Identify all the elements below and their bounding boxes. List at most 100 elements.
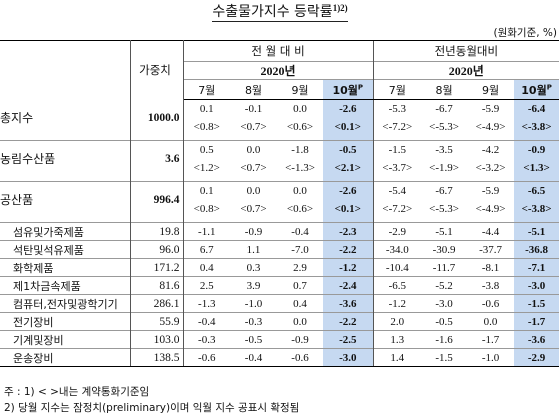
header-blank bbox=[0, 40, 131, 100]
mom-value: 2.9 bbox=[277, 258, 323, 277]
mom-value: 0.3 bbox=[230, 258, 277, 277]
mom-value: -0.3 bbox=[183, 330, 230, 349]
yoy-value: -1.5 bbox=[372, 140, 422, 160]
yoy-value: -1.0 bbox=[467, 348, 515, 367]
mom-contract-value: <2.1> bbox=[323, 159, 374, 177]
yoy-contract-value: <-4.9> bbox=[475, 121, 506, 133]
mom-value: -1.3 bbox=[183, 294, 230, 313]
yoy-value: 1.4 bbox=[372, 348, 422, 367]
mom-value: 0.1 bbox=[199, 103, 214, 116]
yoy-value: 0.0 bbox=[467, 312, 515, 331]
mom-contract-value: <0.1> bbox=[323, 200, 374, 218]
yoy-contract-value: <-4.9> bbox=[475, 203, 506, 215]
mom-value: -2.4 bbox=[323, 276, 374, 295]
yoy-value: -3.5 bbox=[421, 140, 468, 160]
spacer-cell bbox=[372, 217, 422, 223]
yoy-value: -6.7 bbox=[421, 181, 468, 201]
yoy-value: -5.9 bbox=[467, 181, 515, 201]
subrow-label: 전기장비 bbox=[0, 312, 131, 331]
spacer-cell bbox=[514, 135, 560, 141]
mom-value: -0.4 bbox=[230, 348, 277, 367]
prelim-mark: P bbox=[357, 82, 364, 91]
yoy-value: -4.2 bbox=[467, 140, 515, 160]
subrow-weight: 103.0 bbox=[130, 330, 184, 349]
mom-contract-value: <0.1> bbox=[323, 118, 374, 136]
yoy-header: 전년동월대비 bbox=[372, 40, 560, 62]
yoy-value: -3.6 bbox=[514, 330, 560, 349]
month-label: 9월 bbox=[481, 83, 500, 97]
mom-value: -0.5 bbox=[323, 140, 374, 160]
yoy-value: -5.4 bbox=[372, 181, 422, 201]
mom-value: -0.3 bbox=[230, 312, 277, 331]
mom-contract-value: <0.7> bbox=[240, 121, 267, 133]
yoy-value: -3.8 bbox=[467, 276, 515, 295]
spacer-cell bbox=[130, 135, 184, 141]
spacer-cell bbox=[372, 135, 422, 141]
spacer-cell bbox=[323, 217, 374, 223]
mom-month-header: 10월P bbox=[323, 79, 374, 100]
yoy-value: -1.6 bbox=[421, 330, 468, 349]
yoy-value: -30.9 bbox=[421, 240, 468, 259]
yoy-month-header: 7월 bbox=[372, 79, 422, 100]
mom-value: 0.1 bbox=[183, 181, 230, 201]
mom-value: 3.9 bbox=[230, 276, 277, 295]
yoy-month-header: 9월 bbox=[467, 79, 515, 100]
mom-value: 2.5 bbox=[183, 276, 230, 295]
subrow-weight: 55.9 bbox=[130, 312, 184, 331]
yoy-contract-value: <-3.7> bbox=[372, 159, 422, 177]
spacer-cell bbox=[130, 217, 184, 223]
yoy-value: -5.2 bbox=[421, 276, 468, 295]
yoy-value: -11.7 bbox=[421, 258, 468, 277]
mom-value: -0.6 bbox=[183, 348, 230, 367]
mom-contract-value: <0.7> bbox=[240, 203, 267, 215]
mom-contract-value: <0.7> bbox=[240, 162, 267, 174]
mom-value: -1.2 bbox=[323, 258, 374, 277]
yoy-value: -36.8 bbox=[514, 240, 560, 259]
row-weight: 3.6 bbox=[130, 140, 184, 177]
yoy-contract-value: <-1.9> bbox=[429, 162, 459, 174]
row-weight: 996.4 bbox=[130, 181, 184, 218]
mom-contract-value: <0.6> bbox=[286, 203, 314, 215]
spacer-cell bbox=[323, 176, 374, 182]
mom-value: 0.4 bbox=[277, 294, 323, 313]
mom-value: -0.9 bbox=[277, 330, 323, 349]
subrow-label: 운송장비 bbox=[0, 348, 131, 367]
mom-value: -2.3 bbox=[323, 222, 374, 241]
mom-month-header: 7월 bbox=[183, 79, 230, 100]
row-label: 총지수 bbox=[0, 99, 131, 136]
mom-contract-value: <0.8> bbox=[193, 203, 220, 215]
mom-value: -0.9 bbox=[230, 222, 277, 241]
yoy-contract-value: <-5.3> bbox=[429, 121, 459, 133]
yoy-value: -3.0 bbox=[514, 276, 560, 295]
yoy-value: -5.1 bbox=[421, 222, 468, 241]
yoy-value: -1.5 bbox=[421, 348, 468, 367]
subrow-weight: 19.8 bbox=[130, 222, 184, 241]
row-label: 공산품 bbox=[0, 181, 131, 218]
yoy-value: -6.7 bbox=[435, 103, 453, 116]
yoy-month-header: 10월P bbox=[514, 79, 560, 100]
weight-header: 가중치 bbox=[130, 40, 184, 100]
subrow-weight: 96.0 bbox=[130, 240, 184, 259]
yoy-contract-value: <1.3> bbox=[514, 159, 560, 177]
subrow-weight: 81.6 bbox=[130, 276, 184, 295]
yoy-contract-value: <-3.8> bbox=[514, 118, 560, 136]
export-price-index-table: 가중치 전 월 대 비 전년동월대비 2020년 2020년 7월 8월 9월 10월… bbox=[0, 40, 560, 367]
spacer-cell bbox=[0, 135, 131, 141]
yoy-value: -6.4 bbox=[514, 99, 560, 119]
row-weight: 1000.0 bbox=[130, 99, 184, 136]
subrow-weight: 286.1 bbox=[130, 294, 184, 313]
yoy-value: -7.1 bbox=[514, 258, 560, 277]
mom-value: -3.0 bbox=[323, 348, 374, 367]
mom-contract-value: <0.6> bbox=[286, 121, 314, 133]
yoy-value: -5.1 bbox=[514, 222, 560, 241]
subrow-label: 제1차금속제품 bbox=[0, 276, 131, 295]
subrow-weight: 138.5 bbox=[130, 348, 184, 367]
yoy-contract-value: <-7.2> bbox=[372, 200, 422, 218]
subrow-label: 기계및장비 bbox=[0, 330, 131, 349]
subrow-label: 석탄및석유제품 bbox=[0, 240, 131, 259]
mom-value: -0.1 bbox=[244, 103, 263, 116]
spacer-cell bbox=[0, 217, 131, 223]
spacer-cell bbox=[0, 176, 131, 182]
yoy-value: -1.7 bbox=[467, 330, 515, 349]
yoy-value: -0.5 bbox=[421, 312, 468, 331]
